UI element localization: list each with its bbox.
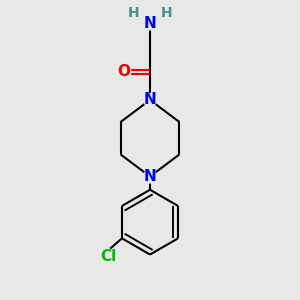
Text: N: N [144,16,156,31]
Text: N: N [144,92,156,107]
Circle shape [143,17,157,30]
Text: H: H [160,6,172,20]
Circle shape [116,64,131,79]
Circle shape [143,94,157,106]
Circle shape [143,170,157,183]
Text: H: H [128,6,140,20]
Text: N: N [144,169,156,184]
Text: O: O [117,64,130,80]
Text: Cl: Cl [100,249,117,264]
